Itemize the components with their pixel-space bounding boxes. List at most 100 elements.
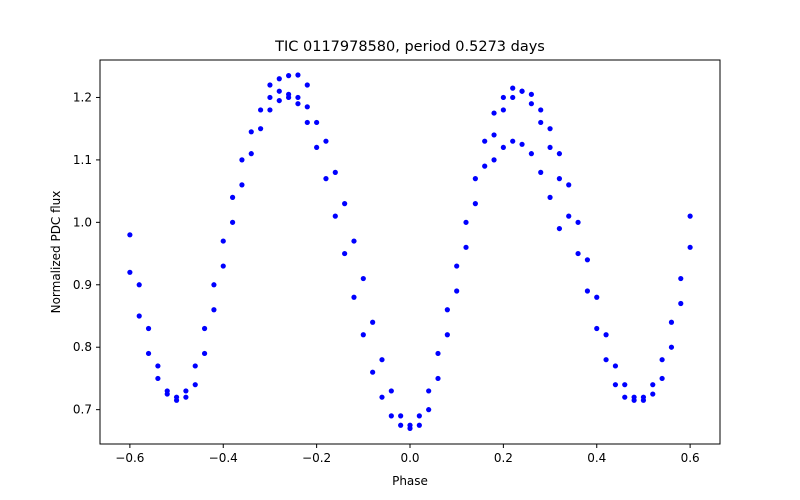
data-point	[510, 94, 516, 101]
data-point	[538, 107, 544, 113]
data-point	[528, 151, 534, 157]
data-point	[500, 144, 506, 151]
data-point	[248, 129, 254, 135]
data-point	[519, 88, 525, 94]
data-point	[594, 294, 600, 300]
data-point	[192, 363, 198, 369]
data-point	[556, 225, 563, 232]
data-point	[547, 126, 553, 132]
data-point	[323, 138, 329, 144]
data-point	[603, 357, 609, 363]
data-point	[482, 163, 488, 169]
data-point	[687, 244, 693, 250]
data-point	[510, 85, 516, 91]
data-point	[211, 282, 217, 288]
x-tick-label: 0.4	[587, 451, 606, 465]
data-point	[239, 182, 245, 188]
data-point	[566, 213, 572, 219]
data-point	[435, 375, 441, 382]
y-tick-label: 0.9	[73, 278, 92, 292]
data-point	[332, 213, 338, 219]
data-point	[472, 201, 478, 207]
x-tick-label: 0.0	[400, 451, 419, 465]
data-point	[584, 257, 591, 263]
data-point	[612, 382, 619, 388]
y-tick-label: 1.1	[73, 153, 92, 167]
data-point	[342, 250, 348, 257]
data-point	[659, 375, 665, 382]
data-point	[314, 119, 320, 126]
data-point	[164, 388, 170, 394]
data-point	[220, 263, 226, 269]
data-point	[491, 157, 497, 163]
data-point	[370, 319, 376, 325]
data-point	[659, 357, 665, 363]
data-point	[323, 176, 329, 182]
y-tick-label: 0.7	[73, 403, 92, 417]
data-point	[556, 151, 563, 157]
y-axis-label: Normalized PDC flux	[49, 191, 63, 314]
data-point	[454, 288, 460, 294]
data-point	[444, 332, 450, 338]
data-point	[145, 350, 152, 357]
chart-title: TIC 0117978580, period 0.5273 days	[274, 39, 545, 55]
data-point	[127, 232, 133, 238]
data-point	[631, 394, 637, 400]
data-point	[314, 144, 320, 151]
data-point	[575, 250, 581, 257]
x-tick-label: −0.2	[302, 451, 331, 465]
data-point	[286, 94, 292, 101]
data-point	[145, 325, 152, 332]
data-point	[192, 382, 198, 388]
data-point	[173, 397, 180, 403]
data-point	[379, 357, 385, 363]
data-point	[248, 151, 254, 157]
data-point	[416, 422, 422, 428]
data-point	[342, 201, 348, 207]
y-tick-label: 1.0	[73, 215, 92, 229]
data-point	[229, 194, 236, 200]
data-point	[538, 119, 544, 126]
data-point	[267, 107, 273, 113]
data-point	[136, 313, 142, 319]
data-point	[556, 176, 563, 182]
data-point	[463, 244, 469, 250]
data-point	[584, 288, 591, 294]
data-point	[398, 422, 404, 428]
data-point	[267, 94, 273, 101]
data-point	[201, 325, 208, 332]
data-point	[566, 182, 572, 188]
data-point	[547, 194, 553, 200]
data-point	[351, 294, 357, 300]
data-point	[155, 375, 161, 382]
data-point	[528, 91, 534, 97]
data-point	[267, 82, 273, 88]
data-point	[183, 394, 189, 400]
x-axis-ticks: −0.6 −0.4 −0.2 0.0 0.2 0.4 0.6	[115, 444, 700, 465]
data-point	[183, 388, 189, 394]
x-tick-label: −0.6	[115, 451, 144, 465]
data-point	[528, 101, 534, 107]
data-point	[612, 363, 619, 369]
data-point	[229, 219, 236, 225]
data-point	[286, 73, 292, 79]
data-point	[519, 141, 525, 147]
data-point	[622, 382, 628, 388]
data-point	[668, 319, 675, 325]
data-point	[482, 138, 488, 144]
data-point	[668, 344, 675, 350]
data-point	[388, 413, 394, 419]
data-point	[295, 94, 301, 101]
data-point	[304, 119, 310, 126]
data-point	[603, 332, 609, 338]
x-tick-label: 0.6	[681, 451, 700, 465]
data-point	[510, 138, 516, 144]
data-point	[127, 269, 133, 275]
data-point	[304, 82, 310, 88]
data-point	[155, 363, 161, 369]
data-point	[407, 422, 413, 428]
data-point	[360, 332, 366, 338]
data-point	[575, 219, 581, 225]
x-tick-label: 0.2	[494, 451, 513, 465]
